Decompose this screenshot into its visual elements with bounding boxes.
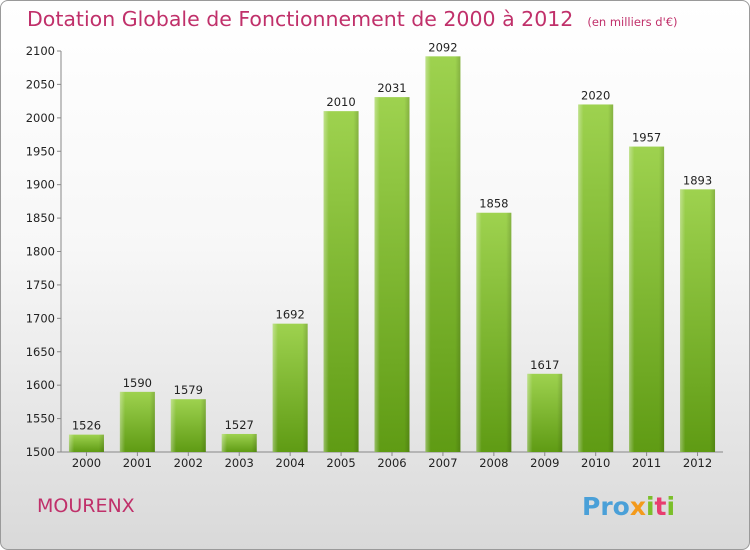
y-tick-label: 1800 xyxy=(26,245,55,259)
axes: 1500 1550 1600 1650 1700 1750 1800 1850 1900 1950… xyxy=(26,44,723,470)
value-label-2001: 1590 xyxy=(123,376,152,390)
bar-shade-2000 xyxy=(68,434,104,452)
value-label-2011: 1957 xyxy=(632,131,661,145)
y-tick-label: 2050 xyxy=(26,77,55,91)
bar-shade-2007 xyxy=(425,56,461,452)
value-label-2003: 1527 xyxy=(225,418,254,432)
x-tick-label-2010: 2010 xyxy=(581,456,610,470)
x-tick-label-2005: 2005 xyxy=(326,456,355,470)
value-label-2004: 1692 xyxy=(276,308,305,322)
value-label-2008: 1858 xyxy=(479,197,508,211)
x-tick-label-2009: 2009 xyxy=(530,456,559,470)
proxiti-logo: Proxiti xyxy=(582,492,676,521)
y-tick-label: 2000 xyxy=(26,111,55,125)
value-label-2009: 1617 xyxy=(530,358,559,372)
y-tick-label: 1850 xyxy=(26,211,55,225)
value-label-2012: 1893 xyxy=(683,173,712,187)
bar-shade-2001 xyxy=(119,391,155,452)
title-text: Dotation Globale de Fonctionnement de 20… xyxy=(27,7,574,31)
value-label-2002: 1579 xyxy=(174,383,203,397)
bar-shade-2006 xyxy=(374,97,410,453)
y-tick-label: 1750 xyxy=(26,278,55,292)
value-label-2005: 2010 xyxy=(326,95,355,109)
bar-shade-2003 xyxy=(221,433,257,452)
bar-shade-2002 xyxy=(170,399,206,452)
value-label-2007: 2092 xyxy=(428,40,457,54)
x-tick-label-2011: 2011 xyxy=(632,456,661,470)
bar-shade-2010 xyxy=(578,104,614,452)
x-tick-label-2002: 2002 xyxy=(174,456,203,470)
y-tick-label: 1900 xyxy=(26,178,55,192)
bar-shade-2012 xyxy=(680,189,716,452)
x-tick-label-2006: 2006 xyxy=(377,456,406,470)
y-tick-label: 1650 xyxy=(26,345,55,359)
bar-shade-2008 xyxy=(476,212,512,452)
x-tick-label-2001: 2001 xyxy=(123,456,152,470)
y-tick-label: 1600 xyxy=(26,378,55,392)
bar-shade-2005 xyxy=(323,111,359,453)
x-tick-label-2008: 2008 xyxy=(479,456,508,470)
y-tick-label: 1500 xyxy=(26,445,55,459)
y-tick-label: 1950 xyxy=(26,144,55,158)
x-tick-label-2012: 2012 xyxy=(683,456,712,470)
y-tick-label: 1550 xyxy=(26,412,55,426)
value-label-2006: 2031 xyxy=(377,81,406,95)
value-label-2000: 1526 xyxy=(72,419,101,433)
bars-group: 1526 1590 1579 1527 1692 2010 2031 2092 1858 1617… xyxy=(68,40,716,453)
x-tick-label-2000: 2000 xyxy=(72,456,101,470)
x-tick-label-2003: 2003 xyxy=(225,456,254,470)
x-tick-label-2007: 2007 xyxy=(428,456,457,470)
bar-shade-2009 xyxy=(527,373,563,452)
chart-subtitle: (en milliers d'€) xyxy=(587,15,678,29)
bar-shade-2011 xyxy=(629,146,665,453)
commune-name: MOURENX xyxy=(37,495,135,517)
value-label-2010: 2020 xyxy=(581,88,610,102)
chart-title: Dotation Globale de Fonctionnement de 20… xyxy=(27,7,678,31)
bar-shade-2004 xyxy=(272,323,308,452)
x-tick-label-2004: 2004 xyxy=(276,456,305,470)
y-tick-label: 2100 xyxy=(26,44,55,58)
y-tick-label: 1700 xyxy=(26,311,55,325)
